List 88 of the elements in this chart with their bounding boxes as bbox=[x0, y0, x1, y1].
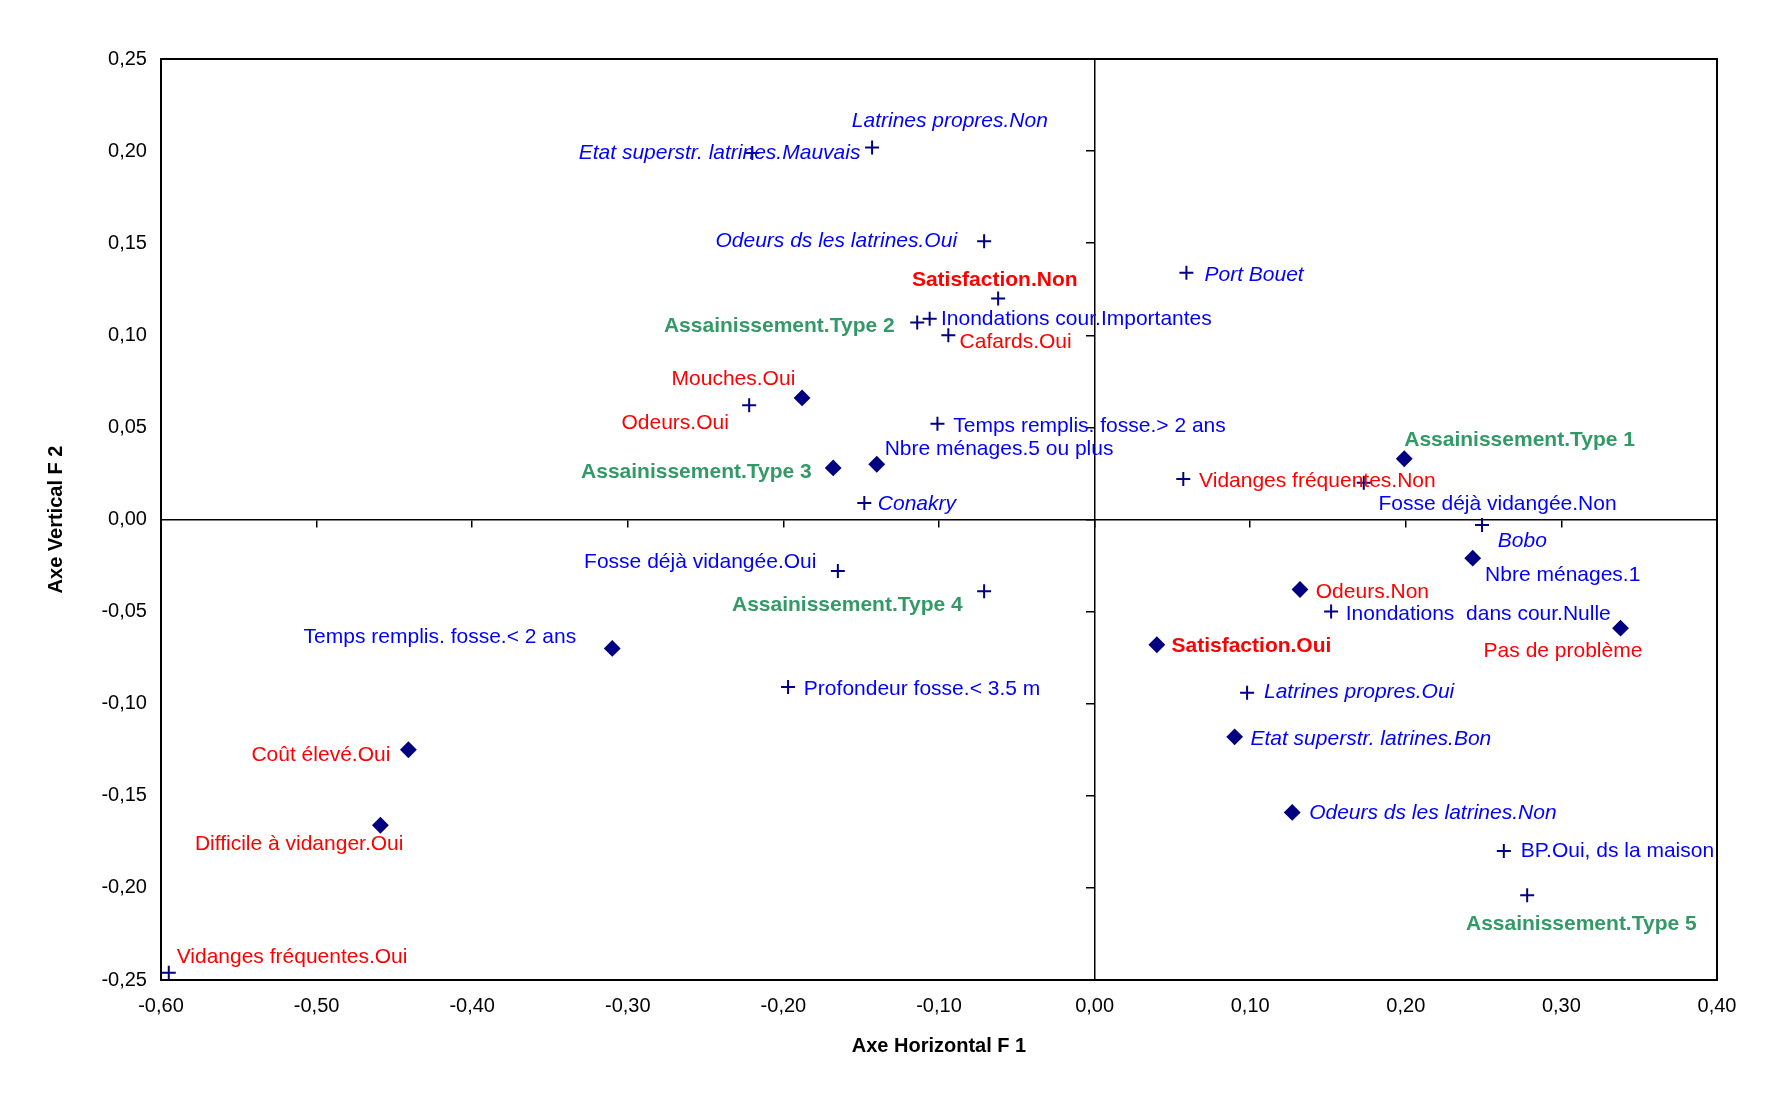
x-tick-label: 0,40 bbox=[1697, 993, 1737, 1016]
point bbox=[1175, 470, 1192, 487]
data-label: Pas de problème bbox=[1483, 637, 1643, 661]
data-label: Temps remplis. fosse.> 2 ans bbox=[953, 412, 1226, 436]
data-label: Odeurs ds les latrines.Oui bbox=[715, 228, 959, 252]
x-tick-label: -0,10 bbox=[916, 993, 962, 1016]
data-label: Latrines propres.Non bbox=[851, 108, 1048, 132]
y-tick-label: -0,15 bbox=[101, 783, 147, 806]
point bbox=[829, 563, 846, 580]
point bbox=[1291, 581, 1308, 598]
data-label: Temps remplis. fosse.< 2 ans bbox=[303, 623, 577, 647]
point bbox=[604, 640, 621, 657]
x-axis-title: Axe Horizontal F 1 bbox=[851, 1033, 1027, 1056]
data-label: BP.Oui, ds la maison bbox=[1520, 837, 1715, 861]
data-label: Satisfaction.Oui bbox=[1171, 632, 1332, 656]
y-tick-label: 0,10 bbox=[108, 322, 147, 345]
point bbox=[1474, 517, 1491, 534]
point bbox=[1323, 603, 1340, 620]
point bbox=[1396, 450, 1413, 467]
point bbox=[1178, 264, 1195, 281]
data-label: Cafards.Oui bbox=[959, 328, 1072, 352]
point bbox=[864, 139, 881, 156]
data-label: Assainissement.Type 3 bbox=[581, 459, 812, 483]
data-label: Odeurs.Non bbox=[1315, 578, 1430, 602]
point bbox=[1464, 550, 1481, 567]
point bbox=[921, 310, 938, 327]
point bbox=[909, 314, 926, 331]
point bbox=[780, 679, 797, 696]
data-label: Conakry bbox=[877, 490, 958, 514]
x-tick-label: 0,10 bbox=[1230, 993, 1270, 1016]
point bbox=[1495, 843, 1512, 860]
point bbox=[1148, 636, 1165, 653]
point bbox=[990, 290, 1007, 307]
y-tick-label: 0,05 bbox=[108, 414, 147, 437]
data-label: Difficile à vidanger.Oui bbox=[194, 831, 404, 855]
point bbox=[794, 389, 811, 406]
point bbox=[976, 233, 993, 250]
x-tick-label: -0,60 bbox=[138, 993, 184, 1016]
point bbox=[161, 964, 177, 980]
y-tick-label: -0,05 bbox=[101, 599, 147, 622]
y-tick-label: -0,25 bbox=[101, 967, 147, 990]
data-label: Vidanges fréquentes.Oui bbox=[176, 943, 408, 967]
x-tick-label: 0,00 bbox=[1075, 993, 1115, 1016]
y-tick-label: 0,20 bbox=[108, 138, 147, 161]
x-tick-label: -0,50 bbox=[293, 993, 340, 1016]
y-tick-label: 0,00 bbox=[108, 507, 147, 530]
y-tick-label: -0,20 bbox=[101, 875, 147, 898]
y-tick-label: 0,25 bbox=[108, 46, 147, 69]
data-label: Assainissement.Type 5 bbox=[1465, 911, 1697, 935]
x-tick-label: -0,30 bbox=[605, 993, 651, 1016]
x-tick-label: -0,40 bbox=[449, 993, 495, 1016]
point bbox=[1226, 728, 1243, 745]
data-label: Profondeur fosse.< 3.5 m bbox=[803, 676, 1041, 700]
data-label: Inondations dans cour.Nulle bbox=[1345, 600, 1611, 624]
point bbox=[856, 494, 873, 511]
x-tick-label: 0,20 bbox=[1386, 993, 1426, 1016]
data-label: Assainissement.Type 4 bbox=[731, 591, 963, 615]
y-tick-label: 0,15 bbox=[108, 230, 147, 253]
data-label: Etat superstr. latrines.Bon bbox=[1250, 725, 1492, 749]
point bbox=[741, 397, 758, 414]
y-axis-title: Axe Vertical F 2 bbox=[43, 445, 66, 594]
data-label: Fosse déjà vidangée.Non bbox=[1378, 490, 1617, 514]
x-tick-label: 0,30 bbox=[1541, 993, 1581, 1016]
data-label: Assainissement.Type 1 bbox=[1404, 427, 1636, 451]
data-label: Latrines propres.Oui bbox=[1264, 679, 1456, 703]
point bbox=[400, 741, 417, 758]
point bbox=[825, 459, 842, 476]
point bbox=[976, 583, 993, 600]
data-label: Nbre ménages.1 bbox=[1485, 561, 1641, 585]
point bbox=[372, 817, 389, 834]
data-label: Assainissement.Type 2 bbox=[663, 312, 895, 336]
x-tick-label: -0,20 bbox=[760, 993, 807, 1016]
point bbox=[1239, 684, 1256, 701]
point bbox=[1519, 887, 1536, 904]
data-label: Mouches.Oui bbox=[671, 365, 796, 389]
point bbox=[1284, 804, 1301, 821]
data-label: Odeurs.Oui bbox=[621, 410, 729, 434]
data-label: Bobo bbox=[1497, 527, 1548, 551]
data-label: Port Bouet bbox=[1204, 261, 1305, 285]
data-label: Fosse déjà vidangée.Oui bbox=[584, 548, 817, 572]
point bbox=[1612, 620, 1629, 637]
point bbox=[868, 456, 885, 473]
data-label: Satisfaction.Non bbox=[911, 267, 1078, 291]
y-tick-label: -0,10 bbox=[101, 691, 147, 714]
data-label: Odeurs ds les latrines.Non bbox=[1309, 800, 1557, 824]
point bbox=[940, 327, 957, 344]
data-label: Coût élevé.Oui bbox=[251, 742, 391, 766]
point bbox=[929, 415, 946, 432]
